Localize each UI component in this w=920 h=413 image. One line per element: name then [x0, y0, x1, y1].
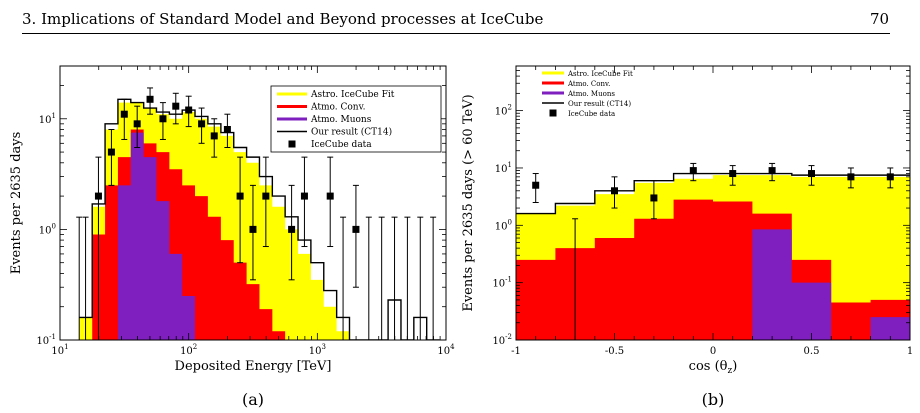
header-rule — [22, 33, 890, 34]
page-number: 70 — [870, 10, 890, 28]
our-result-line — [79, 98, 440, 340]
legend-label: Atmo. Muons — [567, 90, 615, 98]
muon-hist — [79, 132, 440, 340]
data-point — [185, 106, 193, 114]
legend-marker — [549, 109, 557, 117]
data-point — [326, 192, 334, 200]
x-tick-label: 101 — [51, 343, 68, 357]
data-point — [847, 173, 855, 181]
legend-label: Atmo. Conv. — [567, 80, 610, 88]
x-axis-label: Deposited Energy [TeV] — [175, 359, 332, 374]
legend-label: IceCube data — [568, 110, 615, 118]
muon-hist — [516, 229, 910, 340]
data-point — [223, 125, 231, 133]
data-point — [532, 181, 540, 189]
legend-label: IceCube data — [311, 140, 372, 150]
data-point — [120, 110, 128, 118]
x-axis-label: cos (θz) — [689, 359, 738, 376]
y-tick-label: 10-1 — [492, 276, 512, 290]
figure-caption: (b) — [702, 390, 725, 409]
data-point — [288, 225, 296, 233]
y-tick-label: 100 — [495, 218, 512, 232]
data-point — [886, 173, 894, 181]
data-point — [262, 192, 270, 200]
legend-label: Astro. IceCube Fit — [310, 90, 395, 100]
legend-label: Our result (CT14) — [568, 100, 631, 108]
x-tick-label: 103 — [309, 343, 326, 357]
x-tick-label: 104 — [437, 343, 455, 357]
y-tick-label: 10-1 — [36, 333, 56, 347]
y-tick-label: 10-2 — [492, 333, 512, 347]
x-tick-label: -1 — [511, 346, 521, 357]
data-point — [611, 187, 618, 195]
y-tick-label: 101 — [39, 112, 56, 126]
data-point — [650, 194, 658, 202]
y-tick-label: 102 — [495, 104, 512, 118]
legend-label: Atmo. Conv. — [310, 103, 366, 113]
legend-label: Astro. IceCube Fit — [567, 70, 633, 78]
data-point — [107, 148, 115, 156]
y-tick-label: 100 — [39, 222, 56, 236]
figure-caption: (a) — [242, 390, 264, 409]
data-point — [729, 170, 737, 178]
plot-area — [76, 87, 440, 340]
data-point — [146, 95, 154, 103]
data-point — [133, 120, 141, 128]
x-tick-label: 1 — [907, 346, 913, 357]
legend-label: Atmo. Muons — [310, 115, 372, 125]
plot-area — [516, 162, 910, 340]
x-tick-label: 0 — [710, 346, 716, 357]
data-point — [300, 192, 308, 200]
data-point — [808, 170, 815, 178]
x-tick-label: -0.5 — [605, 346, 624, 357]
plot-frame — [59, 65, 447, 341]
chart-b: 10-2 10-1 100 101 102 -1 -0.5 0 0.5 1 cos (θz) Even… — [461, 65, 913, 409]
data-point — [689, 167, 697, 175]
data-point — [249, 225, 257, 233]
legend-marker — [288, 140, 296, 148]
data-point — [172, 102, 180, 110]
data-point — [94, 192, 102, 200]
x-tick-label: 0.5 — [804, 346, 820, 357]
y-axis-label: Events per 2635 days — [9, 132, 24, 275]
x-tick-label: 102 — [180, 343, 197, 357]
data-point — [236, 192, 244, 200]
data-point — [210, 132, 218, 140]
chart-a: 10-1 100 101 101 102 103 104 Deposited Energy [… — [9, 65, 455, 409]
data-point — [768, 167, 776, 175]
y-tick-label: 101 — [495, 161, 512, 175]
running-header-title: 3. Implications of Standard Model and Be… — [22, 10, 544, 28]
data-point — [159, 115, 167, 123]
data-point — [198, 120, 206, 128]
data-point — [352, 225, 360, 233]
legend-label: Our result (CT14) — [311, 127, 392, 138]
y-axis-label: Events per 2635 days (> 60 TeV) — [461, 94, 476, 311]
